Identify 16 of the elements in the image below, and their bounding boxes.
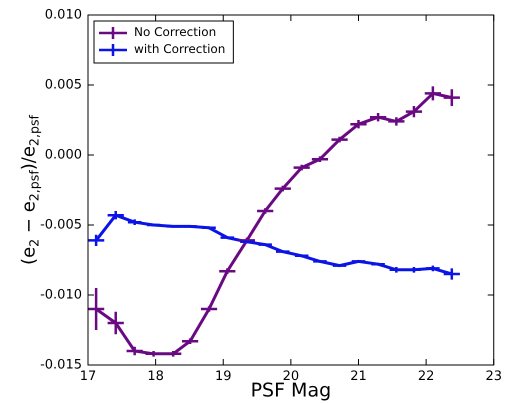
x-axis-title: PSF Mag — [250, 380, 332, 402]
x-tick-label: 22 — [418, 369, 434, 384]
y-tick-label: 0.005 — [44, 77, 82, 92]
y-tick-label: -0.005 — [40, 217, 82, 232]
y-axis-title: (e2 − e2,psf)/e2,psf — [18, 114, 42, 265]
legend-label: No Correction — [134, 25, 216, 40]
x-tick-label: 18 — [147, 369, 164, 384]
y-tick-label: 0.010 — [44, 7, 82, 22]
y-tick-label: 0.000 — [44, 147, 82, 162]
x-tick-label: 21 — [350, 369, 367, 384]
x-tick-label: 17 — [80, 369, 96, 384]
x-tick-label: 19 — [214, 369, 232, 384]
y-tick-label: -0.010 — [40, 287, 82, 302]
x-tick-label: 23 — [485, 369, 502, 384]
legend-label: with Correction — [134, 42, 226, 56]
y-tick-label: -0.015 — [40, 357, 82, 372]
